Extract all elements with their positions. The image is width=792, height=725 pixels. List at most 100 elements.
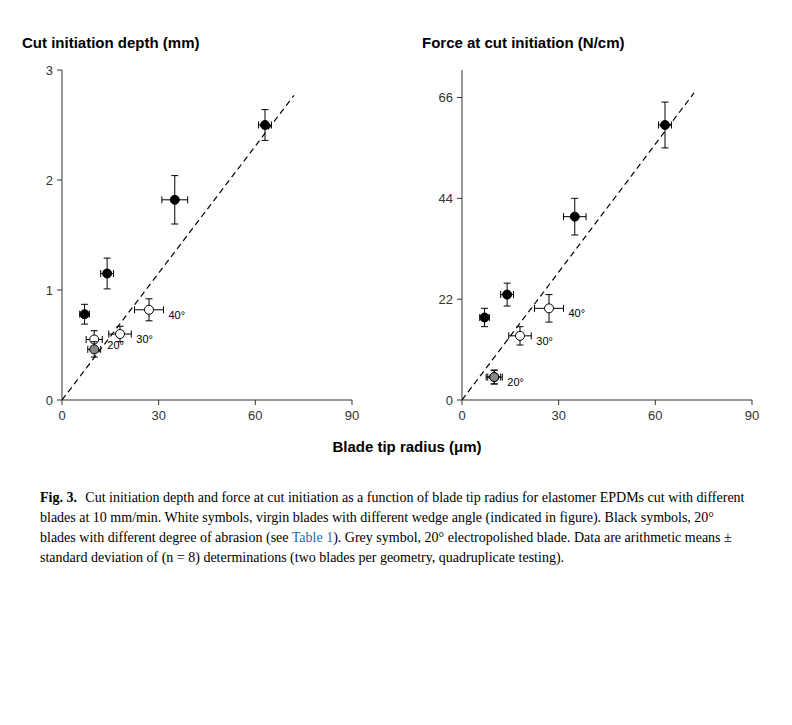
y-error-bar xyxy=(171,176,178,224)
y-tick-label: 22 xyxy=(439,292,453,307)
point-label: 40° xyxy=(169,309,186,321)
point-labels: 20° 30° 40° xyxy=(107,309,185,351)
y-tick xyxy=(457,97,462,98)
x-error-bar xyxy=(564,213,587,220)
caption: Fig. 3.Cut initiation depth and force at… xyxy=(40,488,752,568)
point xyxy=(503,290,512,299)
x-tick xyxy=(462,400,463,405)
chart: Cut initiation depth (mm) 0 30 60 90 0 1 2 3 20° 3… xyxy=(0,0,792,480)
x-tick xyxy=(558,400,559,405)
panel: Cut initiation depth (mm)0306090012320°3… xyxy=(22,34,359,423)
y-tick-label: 3 xyxy=(46,63,53,78)
point-label: 30° xyxy=(136,333,153,345)
y-error-bar xyxy=(262,110,269,141)
x-tick xyxy=(255,400,256,405)
x-tick-label: 90 xyxy=(745,408,759,423)
x-tick-label: 60 xyxy=(248,408,262,423)
point xyxy=(570,212,579,221)
y-tick xyxy=(457,299,462,300)
point xyxy=(661,121,670,130)
caption-label: Fig. 3. xyxy=(40,490,77,505)
x-axis xyxy=(462,400,752,401)
x-tick-label: 30 xyxy=(551,408,565,423)
point xyxy=(145,305,154,314)
x-error-bar xyxy=(509,332,532,339)
y-error-bar xyxy=(91,342,98,357)
point xyxy=(545,304,554,313)
x-axis-label: Blade tip radius (μm) xyxy=(332,438,481,455)
y-tick-label: 2 xyxy=(46,173,53,188)
y-error-bar xyxy=(662,102,669,148)
point-labels: 20° 30° 40° xyxy=(507,307,585,388)
point xyxy=(80,310,89,319)
x-error-bar xyxy=(109,331,132,338)
y-error-bar xyxy=(571,198,578,235)
point xyxy=(170,195,179,204)
x-error-bar xyxy=(659,122,672,129)
x-error-bar xyxy=(259,122,272,129)
y-tick xyxy=(57,180,62,181)
y-tick xyxy=(57,70,62,71)
panel-title: Cut initiation depth (mm) xyxy=(22,34,199,51)
caption-text: Table 1 xyxy=(292,530,333,545)
point xyxy=(490,373,499,382)
plot-area xyxy=(462,93,694,400)
x-error-bar xyxy=(80,311,90,318)
y-error-bar xyxy=(491,370,498,384)
x-error-bar xyxy=(488,374,501,381)
y-error-bar xyxy=(146,299,153,321)
point xyxy=(103,269,112,278)
x-tick xyxy=(752,400,753,405)
y-error-bar xyxy=(517,327,524,345)
point xyxy=(261,121,270,130)
y-tick xyxy=(457,400,462,401)
trend-line xyxy=(62,95,294,400)
point-label: 20° xyxy=(107,339,124,351)
x-error-bar xyxy=(486,374,502,381)
x-tick xyxy=(352,400,353,405)
x-tick-label: 0 xyxy=(458,408,465,423)
x-error-bar xyxy=(501,291,514,298)
x-error-bar xyxy=(480,314,490,321)
y-error-bar xyxy=(491,370,498,384)
plot-area xyxy=(62,95,294,400)
x-tick-label: 0 xyxy=(58,408,65,423)
y-tick-label: 0 xyxy=(446,393,453,408)
point-label: 20° xyxy=(507,376,524,388)
point xyxy=(490,373,499,382)
x-error-bar xyxy=(86,336,102,343)
x-tick xyxy=(62,400,63,405)
point-label: 40° xyxy=(569,307,586,319)
point xyxy=(480,313,489,322)
x-error-bar xyxy=(535,305,564,312)
trend-line xyxy=(462,93,694,400)
y-tick-label: 66 xyxy=(439,90,453,105)
y-axis xyxy=(62,70,63,400)
x-tick-label: 60 xyxy=(648,408,662,423)
panel: Force at cut initiation (N/cm) 0 30 60 90 0 22… xyxy=(422,34,759,423)
x-tick-label: 30 xyxy=(151,408,165,423)
y-error-bar xyxy=(546,295,553,323)
x-tick xyxy=(655,400,656,405)
y-axis xyxy=(462,70,463,400)
y-error-bar xyxy=(481,308,488,326)
x-error-bar xyxy=(162,196,188,203)
y-tick-label: 44 xyxy=(439,191,453,206)
y-tick xyxy=(57,290,62,291)
x-error-bar xyxy=(101,270,114,277)
y-tick xyxy=(57,400,62,401)
y-tick-label: 1 xyxy=(46,283,53,298)
y-tick xyxy=(457,198,462,199)
x-tick-label: 90 xyxy=(345,408,359,423)
x-axis xyxy=(62,400,352,401)
y-error-bar xyxy=(81,304,88,324)
y-error-bar xyxy=(504,283,511,306)
point xyxy=(116,330,125,339)
point xyxy=(516,331,525,340)
point-label: 30° xyxy=(536,335,553,347)
point xyxy=(90,345,99,354)
panel-title: Force at cut initiation (N/cm) xyxy=(422,34,625,51)
x-error-bar xyxy=(135,306,164,313)
x-error-bar xyxy=(88,346,101,353)
y-error-bar xyxy=(104,258,111,289)
